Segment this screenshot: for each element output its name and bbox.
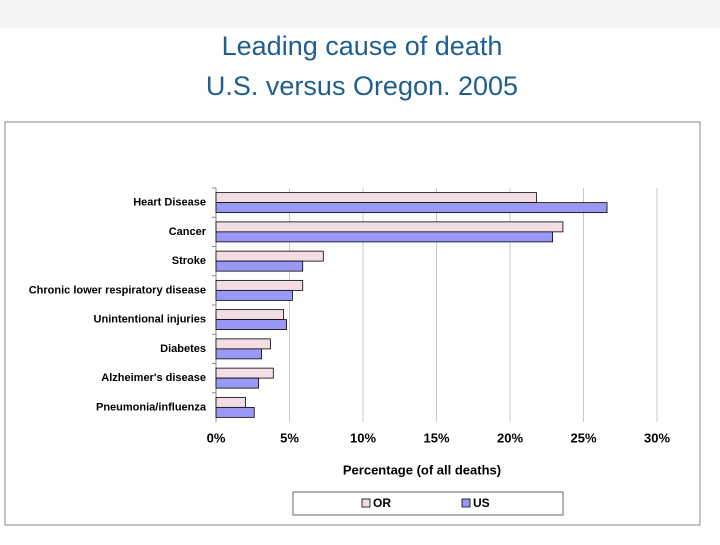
- bar: [215, 192, 537, 204]
- bar: [215, 250, 324, 262]
- legend-label: US: [473, 496, 490, 510]
- bar: [215, 348, 262, 360]
- y-tick-label: Pneumonia/influenza: [96, 401, 207, 413]
- legend: [292, 491, 564, 516]
- chart-subtitle: U.S. versus Oregon. 2005: [206, 71, 518, 101]
- bar: [215, 260, 304, 272]
- bar: [215, 309, 285, 321]
- y-tick-label: Heart Disease: [133, 197, 206, 209]
- legend-label: OR: [373, 496, 391, 510]
- bar: [215, 319, 287, 331]
- bar: [215, 396, 246, 408]
- y-tick-label: Diabetes: [160, 343, 206, 355]
- chart-title: Leading cause of death: [222, 31, 503, 61]
- y-tick-label: Stroke: [172, 255, 206, 267]
- x-tick-label: 15%: [423, 430, 449, 445]
- bar: [215, 377, 260, 389]
- bar: [215, 338, 271, 350]
- legend-swatch: [361, 498, 371, 508]
- x-axis-label: Percentage (of all deaths): [343, 462, 501, 477]
- bar: [215, 231, 554, 243]
- x-tick-label: 0%: [207, 430, 226, 445]
- bar: [215, 406, 255, 418]
- header-band: [0, 0, 720, 28]
- bar: [215, 279, 304, 291]
- chart-frame: [4, 121, 701, 526]
- x-tick-label: 10%: [350, 430, 376, 445]
- bar: [215, 221, 564, 233]
- bar: [215, 289, 293, 301]
- x-tick-label: 30%: [644, 430, 670, 445]
- y-tick-label: Unintentional injuries: [94, 314, 206, 326]
- legend-swatch: [461, 498, 471, 508]
- y-tick-label: Chronic lower respiratory disease: [29, 284, 206, 296]
- x-tick-label: 5%: [280, 430, 299, 445]
- bar: [215, 367, 274, 379]
- bar: [215, 202, 608, 214]
- x-tick-label: 20%: [497, 430, 523, 445]
- y-tick-label: Cancer: [169, 226, 207, 238]
- y-tick-label: Alzheimer's disease: [101, 372, 206, 384]
- x-tick-label: 25%: [570, 430, 596, 445]
